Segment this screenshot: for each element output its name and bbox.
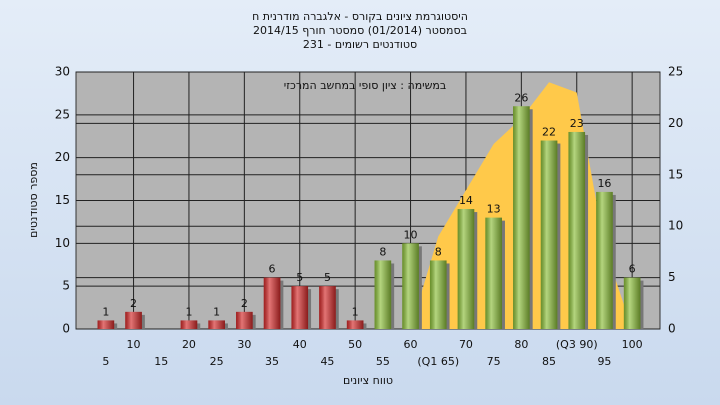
bar-group: [513, 106, 533, 330]
x-axis-label: טווח ציונים: [343, 374, 393, 387]
bar-shade: [429, 260, 447, 329]
y-tick-label: 30: [55, 65, 70, 79]
y-axis-label: מספר סטודנטים: [27, 162, 40, 238]
x-tick-label: 5: [102, 355, 109, 368]
y2-tick-label: 25: [668, 65, 683, 79]
x-tick-label: 30: [237, 338, 251, 351]
value-label: 22: [542, 126, 556, 139]
bar-group: [623, 277, 644, 329]
value-label: 10: [404, 228, 418, 241]
bar-group: [236, 311, 256, 329]
bar-group: [568, 131, 589, 329]
y2-tick-label: 5: [668, 270, 676, 284]
x-tick-label: (Q1 65): [417, 355, 459, 368]
bar-group: [319, 286, 339, 329]
x-tick-label: 15: [154, 355, 168, 368]
x-tick-label: 10: [127, 338, 141, 351]
bar-group: [402, 243, 422, 329]
y-tick-label: 15: [55, 193, 70, 207]
bar-group: [429, 260, 450, 329]
x-tick-label: 70: [459, 338, 473, 351]
bar-group: [208, 320, 228, 329]
x-tick-label: 100: [622, 338, 643, 351]
value-label: 8: [435, 245, 442, 258]
bar-shade: [374, 260, 392, 329]
value-label: 14: [459, 194, 473, 207]
value-label: 1: [352, 305, 359, 318]
bar-shade: [568, 131, 586, 329]
x-tick-label: 35: [265, 355, 279, 368]
y2-tick-label: 0: [668, 322, 676, 336]
bar-shade: [236, 311, 253, 329]
value-label: 8: [379, 245, 386, 258]
bar-shade: [623, 277, 641, 329]
value-label: 2: [241, 297, 248, 310]
value-label: 5: [324, 271, 331, 284]
x-tick-label: 60: [404, 338, 418, 351]
bar-group: [457, 209, 478, 329]
y2-tick-label: 20: [668, 116, 683, 130]
bar-group: [540, 140, 561, 329]
y-tick-label: 5: [62, 279, 70, 293]
value-label: 23: [570, 117, 584, 130]
y-tick-label: 20: [55, 150, 70, 164]
x-tick-label: 40: [293, 338, 307, 351]
bar-group: [125, 311, 145, 329]
chart-subtitle: בסמסטר (01/2014) סמסטר חורף 2014/15: [253, 24, 467, 37]
bar-shade: [513, 106, 530, 330]
value-label: 1: [102, 305, 109, 318]
value-label: 16: [597, 177, 611, 190]
value-label: 5: [296, 271, 303, 284]
y2-tick-label: 10: [668, 219, 683, 233]
bar-shade: [208, 320, 225, 329]
bar-group: [346, 320, 367, 329]
bar-shade: [319, 286, 336, 329]
x-tick-label: 20: [182, 338, 196, 351]
x-tick-label: 45: [320, 355, 334, 368]
bar-shade: [540, 140, 558, 329]
value-label: 6: [629, 263, 636, 276]
bar-shade: [457, 209, 475, 329]
chart-subtitle: סטודנטים רשומים - 231: [303, 38, 417, 51]
x-tick-label: 80: [514, 338, 528, 351]
x-tick-label: 50: [348, 338, 362, 351]
x-tick-label: 25: [210, 355, 224, 368]
bar-group: [485, 217, 505, 329]
bar-group: [596, 191, 616, 329]
bar-group: [180, 320, 201, 329]
bar-shade: [346, 320, 364, 329]
value-label: 26: [514, 91, 528, 104]
value-label: 2: [130, 297, 137, 310]
x-tick-label: 55: [376, 355, 390, 368]
value-label: 13: [487, 203, 501, 216]
bar-shade: [402, 243, 419, 329]
x-tick-label: 75: [487, 355, 501, 368]
bar-shade: [180, 320, 198, 329]
y-tick-label: 0: [62, 322, 70, 336]
bar-group: [263, 277, 284, 329]
value-label: 6: [269, 263, 276, 276]
x-tick-label: 85: [542, 355, 556, 368]
bar-shade: [97, 320, 115, 329]
y2-tick-label: 15: [668, 167, 683, 181]
bar-shade: [485, 217, 502, 329]
x-tick-label: 95: [597, 355, 611, 368]
value-label: 1: [185, 305, 192, 318]
bar-group: [374, 260, 395, 329]
bar-shade: [125, 311, 142, 329]
bar-shade: [263, 277, 281, 329]
bar-shade: [291, 286, 309, 329]
bar-shade: [596, 191, 613, 329]
y-tick-label: 10: [55, 236, 70, 250]
y-tick-label: 25: [55, 107, 70, 121]
bar-group: [291, 286, 312, 329]
x-tick-label: (Q3 90): [556, 338, 598, 351]
bar-group: [97, 320, 118, 329]
annotation: במשימה : ציון סופי במחשב המרכזי: [284, 79, 447, 92]
chart-title: היסטוגרמת ציונים בקורס - אלגברה מודרנית …: [252, 10, 468, 23]
value-label: 1: [213, 305, 220, 318]
